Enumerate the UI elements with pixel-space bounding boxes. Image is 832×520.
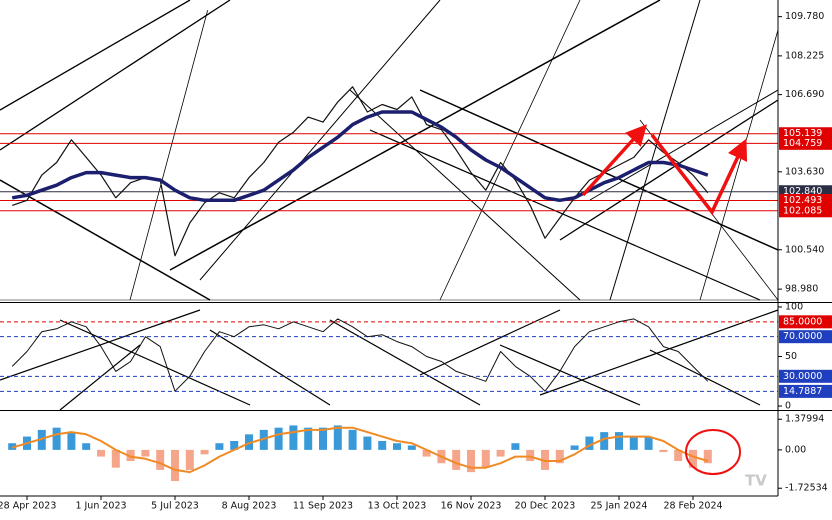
y-tick-label: 0.00 xyxy=(785,444,806,455)
histogram-bar xyxy=(230,441,239,450)
histogram-bar xyxy=(407,445,416,450)
y-tick-label: 98.980 xyxy=(785,284,818,295)
histogram-bar xyxy=(585,436,594,450)
x-tick-label: 28 Apr 2023 xyxy=(0,501,56,512)
x-tick-label: 11 Sep 2023 xyxy=(293,501,353,512)
histogram-bar xyxy=(363,436,372,450)
level-label: 85.0000 xyxy=(783,316,822,327)
y-tick-label: 0 xyxy=(785,401,791,412)
histogram-bar xyxy=(82,443,91,450)
y-tick-label: 1.37994 xyxy=(785,414,824,425)
x-tick-label: 28 Feb 2024 xyxy=(663,501,722,512)
histogram-bar xyxy=(526,449,535,461)
y-tick-label: 106.690 xyxy=(785,89,824,100)
histogram-bar xyxy=(422,449,431,457)
histogram-bar xyxy=(481,449,490,468)
histogram-bar xyxy=(67,432,76,450)
histogram-bar xyxy=(393,443,401,450)
histogram-bar xyxy=(467,449,475,473)
histogram-bar xyxy=(126,449,135,461)
level-label-box xyxy=(779,136,832,150)
level-label: 102.493 xyxy=(783,195,822,206)
level-label: 102.840 xyxy=(783,186,822,197)
y-tick-label: 108.225 xyxy=(785,50,824,61)
histogram-bar xyxy=(37,429,46,450)
level-label: 105.139 xyxy=(783,128,822,139)
histogram-bar xyxy=(171,449,179,481)
histogram-bar xyxy=(245,434,253,450)
histogram-bar xyxy=(156,449,165,470)
histogram-bar xyxy=(274,427,283,450)
data-layer: 28 Apr 2023 1 Jun 2023 5 Jul 2023 8 Aug 202… xyxy=(0,11,832,512)
level-label-box xyxy=(779,204,832,218)
y-tick-label: 100.540 xyxy=(785,244,824,255)
y-tick-label: -1.72534 xyxy=(785,483,828,494)
histogram-bar xyxy=(333,425,342,450)
histogram-bar xyxy=(541,449,549,470)
y-tick-label: 103.630 xyxy=(785,166,824,177)
level-label: 102.085 xyxy=(783,205,822,216)
level-label: 70.0000 xyxy=(783,331,822,342)
histogram-bar xyxy=(289,425,298,450)
x-tick-label: 5 Jul 2023 xyxy=(151,501,199,512)
series-line xyxy=(12,86,709,257)
histogram-bar xyxy=(511,443,520,450)
histogram-bar xyxy=(319,427,327,450)
histogram-bar xyxy=(600,432,609,450)
level-label-box xyxy=(779,194,832,208)
x-tick-label: 8 Aug 2023 xyxy=(222,501,277,512)
histogram-bar xyxy=(378,441,387,450)
histogram-bar xyxy=(52,427,61,450)
histogram-bar xyxy=(97,449,105,457)
watermark: TV xyxy=(745,472,767,490)
histogram-bar xyxy=(703,449,712,464)
y-tick-label: 100 xyxy=(785,301,803,312)
series-line xyxy=(11,318,709,392)
x-tick-label: 25 Jan 2024 xyxy=(591,501,648,512)
level-label-box xyxy=(779,369,832,383)
level-label-box xyxy=(779,330,832,344)
level-label: 30.0000 xyxy=(783,371,822,382)
x-tick-label: 13 Oct 2023 xyxy=(368,501,427,512)
histogram-bar xyxy=(111,449,120,468)
histogram-bar xyxy=(8,443,17,450)
level-label-box xyxy=(779,315,832,329)
histogram-bar xyxy=(215,443,224,450)
y-tick-label: 50 xyxy=(785,351,797,362)
histogram-bar xyxy=(570,445,579,450)
series-line xyxy=(11,426,709,474)
histogram-bar xyxy=(200,449,209,455)
histogram-bar xyxy=(141,449,150,457)
histogram-bar xyxy=(644,436,653,450)
histogram-bar xyxy=(259,429,268,450)
histogram-bar xyxy=(452,449,461,470)
histogram-bar xyxy=(629,436,638,450)
x-tick-label: 16 Nov 2023 xyxy=(441,501,502,512)
x-tick-label: 1 Jun 2023 xyxy=(75,501,126,512)
histogram-bar xyxy=(555,449,564,464)
level-label-box xyxy=(779,384,832,398)
histogram-bar xyxy=(659,449,668,453)
histogram-bar xyxy=(689,449,697,468)
level-label: 14.7887 xyxy=(783,386,822,397)
x-tick-label: 20 Dec 2023 xyxy=(515,501,576,512)
series-line xyxy=(11,110,709,203)
level-label: 104.759 xyxy=(783,138,822,149)
histogram-bar xyxy=(304,427,313,450)
histogram-bar xyxy=(348,429,357,450)
histogram-bar xyxy=(674,449,683,461)
histogram-bar xyxy=(615,432,623,450)
y-tick-label: 109.780 xyxy=(785,11,824,22)
histogram-bar xyxy=(496,449,505,457)
histogram-bar xyxy=(185,449,194,470)
annotations xyxy=(581,124,748,475)
